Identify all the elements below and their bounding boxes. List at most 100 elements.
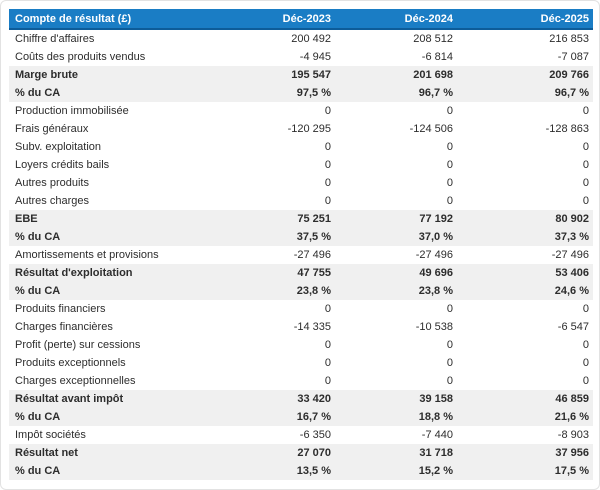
cell-value: 13,5 % bbox=[209, 462, 335, 480]
cell-value: 0 bbox=[582, 141, 589, 153]
table-row: % du CA 16,7 % 18,8 % 21,6 % bbox=[9, 408, 593, 426]
table-row: Charges exceptionnelles 0 0 0 bbox=[9, 372, 593, 390]
row-label: Amortissements et provisions bbox=[15, 249, 159, 261]
cell-value: 16,7 % bbox=[209, 408, 335, 426]
cell-value: -27 496 bbox=[293, 249, 331, 261]
cell-value: 77 192 bbox=[335, 210, 457, 228]
cell-value: -128 863 bbox=[545, 123, 589, 135]
table-row: Autres produits 0 0 0 bbox=[9, 174, 593, 192]
column-header-dec-2025: Déc-2025 bbox=[457, 9, 593, 30]
cell-value: 47 755 bbox=[209, 264, 335, 282]
table-row: Coûts des produits vendus -4 945 -6 814 -7 … bbox=[9, 48, 593, 66]
column-header-dec-2023: Déc-2023 bbox=[209, 9, 335, 30]
cell-value: -27 496 bbox=[415, 249, 453, 261]
income-statement-table: Compte de résultat (£) Déc-2023 Déc-2024… bbox=[9, 9, 593, 480]
cell-value: 80 902 bbox=[457, 210, 593, 228]
cell-value: 23,8 % bbox=[335, 282, 457, 300]
cell-value: 33 420 bbox=[209, 390, 335, 408]
table-row: EBE 75 251 77 192 80 902 bbox=[9, 210, 593, 228]
table-row: Profit (perte) sur cessions 0 0 0 bbox=[9, 336, 593, 354]
cell-value: -8 903 bbox=[557, 429, 589, 441]
cell-value: 0 bbox=[446, 141, 453, 153]
cell-value: 97,5 % bbox=[209, 84, 335, 102]
table-row: % du CA 23,8 % 23,8 % 24,6 % bbox=[9, 282, 593, 300]
cell-value: 37 956 bbox=[457, 444, 593, 462]
table-row: Résultat net 27 070 31 718 37 956 bbox=[9, 444, 593, 462]
cell-value: 96,7 % bbox=[335, 84, 457, 102]
cell-value: 0 bbox=[446, 195, 453, 207]
row-label: Production immobilisée bbox=[15, 105, 129, 117]
cell-value: 49 696 bbox=[335, 264, 457, 282]
cell-value: -6 814 bbox=[421, 51, 453, 63]
table-header-row: Compte de résultat (£) Déc-2023 Déc-2024… bbox=[9, 9, 593, 30]
table-body: Chiffre d'affaires 200 492 208 512 216 853 C… bbox=[9, 29, 593, 480]
cell-value: 0 bbox=[324, 141, 331, 153]
row-label: Coûts des produits vendus bbox=[15, 51, 146, 63]
cell-value: -6 547 bbox=[557, 321, 589, 333]
cell-value: 0 bbox=[582, 357, 589, 369]
cell-value: 96,7 % bbox=[457, 84, 593, 102]
row-label: EBE bbox=[9, 210, 209, 228]
row-label: % du CA bbox=[9, 84, 209, 102]
row-label: Autres charges bbox=[15, 195, 89, 207]
row-label: Charges exceptionnelles bbox=[15, 375, 136, 387]
cell-value: 0 bbox=[446, 159, 453, 171]
cell-value: 0 bbox=[324, 177, 331, 189]
cell-value: -4 945 bbox=[299, 51, 331, 63]
cell-value: 37,5 % bbox=[209, 228, 335, 246]
cell-value: 21,6 % bbox=[457, 408, 593, 426]
cell-value: 24,6 % bbox=[457, 282, 593, 300]
cell-value: -120 295 bbox=[287, 123, 331, 135]
row-label: Chiffre d'affaires bbox=[15, 33, 95, 45]
cell-value: 0 bbox=[324, 339, 331, 351]
row-label: Impôt sociétés bbox=[15, 429, 86, 441]
row-label: Profit (perte) sur cessions bbox=[15, 339, 141, 351]
cell-value: 0 bbox=[582, 375, 589, 387]
table-row: Charges financières -14 335 -10 538 -6 547 bbox=[9, 318, 593, 336]
cell-value: 37,0 % bbox=[335, 228, 457, 246]
table-row: Marge brute 195 547 201 698 209 766 bbox=[9, 66, 593, 84]
cell-value: 0 bbox=[446, 339, 453, 351]
cell-value: 0 bbox=[324, 195, 331, 207]
cell-value: 17,5 % bbox=[457, 462, 593, 480]
table-row: Chiffre d'affaires 200 492 208 512 216 853 bbox=[9, 29, 593, 48]
cell-value: -7 087 bbox=[557, 51, 589, 63]
column-header-dec-2024: Déc-2024 bbox=[335, 9, 457, 30]
row-label: Produits exceptionnels bbox=[15, 357, 126, 369]
cell-value: 39 158 bbox=[335, 390, 457, 408]
cell-value: -7 440 bbox=[421, 429, 453, 441]
cell-value: 195 547 bbox=[209, 66, 335, 84]
table-row: Subv. exploitation 0 0 0 bbox=[9, 138, 593, 156]
cell-value: -124 506 bbox=[409, 123, 453, 135]
cell-value: 0 bbox=[446, 177, 453, 189]
table-row: % du CA 97,5 % 96,7 % 96,7 % bbox=[9, 84, 593, 102]
cell-value: 37,3 % bbox=[457, 228, 593, 246]
row-label: Résultat avant impôt bbox=[9, 390, 209, 408]
cell-value: 0 bbox=[446, 357, 453, 369]
cell-value: 0 bbox=[324, 357, 331, 369]
table-row: Résultat avant impôt 33 420 39 158 46 859 bbox=[9, 390, 593, 408]
row-label: Frais généraux bbox=[15, 123, 89, 135]
row-label: % du CA bbox=[9, 462, 209, 480]
table-row: Autres charges 0 0 0 bbox=[9, 192, 593, 210]
cell-value: 209 766 bbox=[457, 66, 593, 84]
table-row: Frais généraux -120 295 -124 506 -128 863 bbox=[9, 120, 593, 138]
row-label: Loyers crédits bails bbox=[15, 159, 110, 171]
cell-value: 0 bbox=[582, 195, 589, 207]
cell-value: 0 bbox=[324, 105, 331, 117]
cell-value: 0 bbox=[582, 177, 589, 189]
cell-value: 0 bbox=[446, 375, 453, 387]
cell-value: 216 853 bbox=[549, 33, 589, 45]
table-row: Résultat d'exploitation 47 755 49 696 53 40… bbox=[9, 264, 593, 282]
cell-value: 200 492 bbox=[291, 33, 331, 45]
row-label: Charges financières bbox=[15, 321, 113, 333]
cell-value: -10 538 bbox=[415, 321, 453, 333]
cell-value: 0 bbox=[324, 159, 331, 171]
cell-value: 75 251 bbox=[209, 210, 335, 228]
cell-value: 0 bbox=[582, 159, 589, 171]
row-label: Subv. exploitation bbox=[15, 141, 102, 153]
table-row: Produits exceptionnels 0 0 0 bbox=[9, 354, 593, 372]
table-row: Production immobilisée 0 0 0 bbox=[9, 102, 593, 120]
row-label: % du CA bbox=[9, 228, 209, 246]
